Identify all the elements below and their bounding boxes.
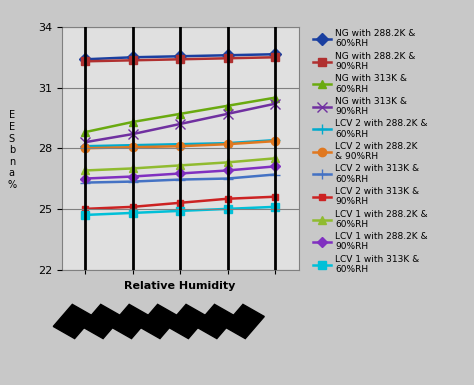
LCV 2 with 288.2K &
60%RH xyxy=(130,143,136,147)
Line: NG with 313K &
90%RH: NG with 313K & 90%RH xyxy=(81,99,280,147)
LCV 1 with 313K &
60%RH xyxy=(130,211,136,215)
Legend: NG with 288.2K &
60%RH, NG with 288.2K &
90%RH, NG with 313K &
60%RH, NG with 31: NG with 288.2K & 60%RH, NG with 288.2K &… xyxy=(313,29,428,274)
Line: LCV 2 with 288.2K
& 90%RH: LCV 2 with 288.2K & 90%RH xyxy=(81,137,279,152)
NG with 313K &
90%RH xyxy=(272,102,278,106)
LCV 2 with 288.2K
& 90%RH xyxy=(82,146,88,151)
LCV 2 with 288.2K &
60%RH xyxy=(82,144,88,149)
NG with 313K &
90%RH xyxy=(225,112,230,116)
LCV 1 with 288.2K &
60%RH xyxy=(272,156,278,161)
LCV 2 with 288.2K &
60%RH xyxy=(225,141,230,146)
Bar xyxy=(195,305,236,338)
LCV 2 with 313K &
60%RH xyxy=(177,177,183,182)
LCV 1 with 288.2K &
90%RH xyxy=(82,176,88,181)
LCV 2 with 288.2K &
60%RH xyxy=(272,138,278,142)
Line: LCV 1 with 288.2K &
90%RH: LCV 1 with 288.2K & 90%RH xyxy=(82,163,278,182)
Line: LCV 1 with 313K &
60%RH: LCV 1 with 313K & 60%RH xyxy=(81,203,279,219)
LCV 2 with 313K &
60%RH xyxy=(82,180,88,185)
LCV 1 with 313K &
60%RH xyxy=(177,209,183,213)
Bar xyxy=(82,305,122,338)
NG with 313K &
90%RH xyxy=(130,132,136,136)
LCV 2 with 313K &
90%RH xyxy=(82,206,88,211)
NG with 313K &
90%RH xyxy=(82,140,88,144)
LCV 1 with 288.2K &
90%RH xyxy=(272,164,278,169)
Bar xyxy=(53,305,94,338)
NG with 313K &
60%RH xyxy=(130,120,136,124)
LCV 2 with 313K &
90%RH xyxy=(130,204,136,209)
LCV 2 with 313K &
90%RH xyxy=(177,201,183,205)
Line: LCV 2 with 288.2K &
60%RH: LCV 2 with 288.2K & 60%RH xyxy=(81,135,280,151)
Line: NG with 313K &
60%RH: NG with 313K & 60%RH xyxy=(81,94,279,136)
NG with 313K &
60%RH xyxy=(272,95,278,100)
LCV 1 with 288.2K &
90%RH xyxy=(225,168,230,173)
LCV 1 with 288.2K &
90%RH xyxy=(130,174,136,179)
LCV 2 with 288.2K
& 90%RH xyxy=(130,145,136,149)
Bar xyxy=(167,305,208,338)
NG with 288.2K &
60%RH xyxy=(82,57,88,62)
Line: LCV 2 with 313K &
60%RH: LCV 2 with 313K & 60%RH xyxy=(81,170,280,187)
LCV 2 with 313K &
60%RH xyxy=(225,176,230,181)
LCV 1 with 288.2K &
60%RH xyxy=(130,166,136,171)
NG with 288.2K &
90%RH xyxy=(130,58,136,63)
LCV 1 with 313K &
60%RH xyxy=(82,213,88,217)
LCV 1 with 288.2K &
60%RH xyxy=(225,160,230,165)
LCV 2 with 313K &
90%RH xyxy=(272,194,278,199)
Line: LCV 1 with 288.2K &
60%RH: LCV 1 with 288.2K & 60%RH xyxy=(81,154,279,175)
LCV 1 with 288.2K &
60%RH xyxy=(82,168,88,173)
NG with 288.2K &
60%RH xyxy=(225,53,230,57)
NG with 313K &
60%RH xyxy=(177,112,183,116)
NG with 288.2K &
90%RH xyxy=(225,56,230,60)
LCV 2 with 288.2K
& 90%RH xyxy=(225,142,230,147)
Bar xyxy=(224,305,264,338)
Line: NG with 288.2K &
90%RH: NG with 288.2K & 90%RH xyxy=(81,53,279,65)
NG with 313K &
60%RH xyxy=(82,130,88,134)
NG with 288.2K &
60%RH xyxy=(130,55,136,60)
Line: LCV 2 with 313K &
90%RH: LCV 2 with 313K & 90%RH xyxy=(82,193,278,213)
Bar xyxy=(138,305,179,338)
LCV 2 with 288.2K &
60%RH xyxy=(177,142,183,147)
NG with 288.2K &
90%RH xyxy=(177,57,183,62)
LCV 2 with 313K &
60%RH xyxy=(130,179,136,184)
LCV 1 with 313K &
60%RH xyxy=(272,204,278,209)
LCV 2 with 288.2K
& 90%RH xyxy=(272,139,278,144)
LCV 1 with 313K &
60%RH xyxy=(225,206,230,211)
NG with 313K &
60%RH xyxy=(225,104,230,108)
LCV 2 with 313K &
60%RH xyxy=(272,172,278,177)
NG with 288.2K &
90%RH xyxy=(82,59,88,64)
LCV 2 with 288.2K
& 90%RH xyxy=(177,144,183,149)
NG with 288.2K &
90%RH xyxy=(272,55,278,60)
Line: NG with 288.2K &
60%RH: NG with 288.2K & 60%RH xyxy=(81,50,279,64)
NG with 288.2K &
60%RH xyxy=(272,52,278,57)
Bar xyxy=(110,305,151,338)
NG with 288.2K &
60%RH xyxy=(177,54,183,59)
LCV 1 with 288.2K &
60%RH xyxy=(177,163,183,168)
Text: E
E
S
b
n
a
%: E E S b n a % xyxy=(7,110,17,190)
LCV 2 with 313K &
90%RH xyxy=(225,196,230,201)
NG with 313K &
90%RH xyxy=(177,122,183,126)
LCV 1 with 288.2K &
90%RH xyxy=(177,171,183,176)
X-axis label: Relative Humidity: Relative Humidity xyxy=(125,281,236,291)
